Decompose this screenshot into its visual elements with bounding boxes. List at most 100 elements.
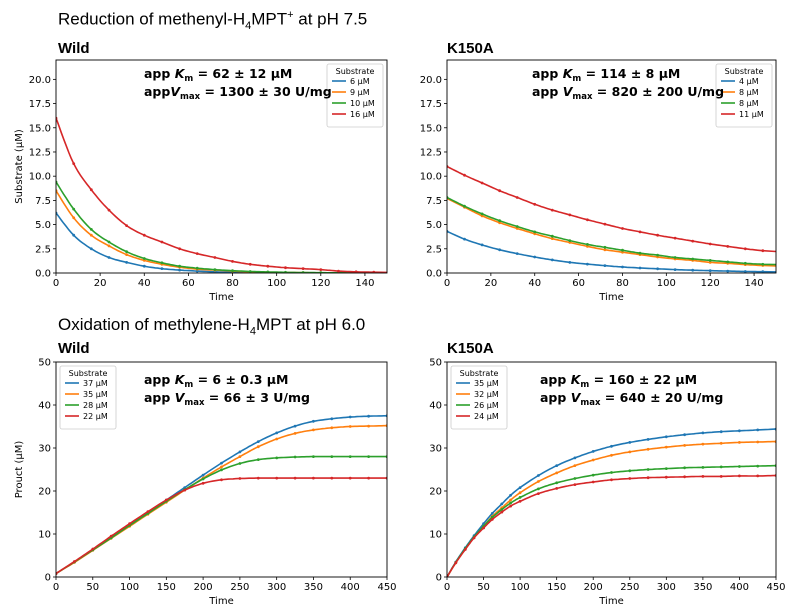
series-line (447, 464, 776, 577)
data-point (275, 456, 279, 460)
y-tick-label: 7.5 (426, 196, 442, 207)
data-point (515, 227, 519, 230)
data-point (160, 267, 164, 270)
data-point (568, 261, 572, 264)
x-tick-label: 20 (94, 278, 107, 289)
data-point (275, 437, 279, 441)
data-point (719, 430, 723, 434)
data-point (107, 256, 111, 259)
data-point (500, 502, 504, 506)
data-point (603, 245, 607, 249)
data-point (183, 488, 187, 492)
data-point (72, 162, 76, 166)
plot-frame (446, 59, 777, 274)
data-point (509, 504, 512, 508)
panel-title-wild-reduction: Wild (58, 40, 90, 57)
data-point (293, 424, 297, 428)
data-point (312, 476, 315, 480)
annotation-vmax: app Vmax = 820 ± 200 U/mg (532, 84, 724, 102)
legend-entry: 6 μM (350, 77, 370, 86)
data-point (337, 269, 340, 273)
data-point (743, 261, 747, 265)
data-point (573, 456, 577, 460)
data-point (603, 264, 607, 267)
data-point (738, 465, 741, 468)
data-point (726, 260, 730, 264)
legend-entry: 22 μM (83, 412, 108, 421)
annotation-km: app Km = 114 ± 8 μM (532, 66, 680, 84)
data-point (454, 561, 458, 565)
data-point (146, 510, 150, 513)
data-point (275, 431, 279, 435)
data-point (573, 477, 577, 480)
data-point (201, 481, 205, 485)
data-point (72, 207, 76, 211)
data-point (72, 233, 76, 237)
plot-area (56, 414, 387, 575)
y-tick-label: 17.5 (420, 99, 442, 110)
data-point (673, 268, 677, 271)
data-point (330, 476, 334, 480)
data-point (673, 256, 677, 259)
data-point (107, 244, 111, 248)
legend-box (59, 365, 117, 430)
x-tick-label: 0 (444, 278, 450, 289)
data-point (73, 560, 76, 563)
x-tick-label: 450 (377, 582, 396, 593)
data-point (490, 518, 494, 521)
data-point (482, 526, 485, 530)
y-tick-label: 12.5 (29, 147, 51, 158)
y-axis-label: Prouct (μM) (14, 441, 25, 499)
data-point (220, 465, 223, 469)
data-point (726, 269, 730, 273)
data-point (537, 480, 540, 483)
data-point (756, 440, 760, 444)
x-tick-label: 300 (267, 582, 286, 593)
data-point (248, 270, 252, 273)
y-tick-label: 15.0 (29, 123, 51, 134)
plot-area (447, 427, 776, 577)
data-point (726, 245, 730, 248)
data-point (498, 248, 501, 252)
y-tick-label: 40 (38, 401, 51, 412)
data-point (293, 432, 297, 435)
data-point (664, 467, 668, 470)
x-tick-label: 100 (657, 278, 676, 289)
data-point (367, 455, 370, 458)
data-point (284, 270, 287, 273)
y-tick-label: 40 (429, 401, 442, 412)
y-tick-label: 0 (436, 573, 442, 584)
data-point (293, 455, 297, 459)
data-point (591, 480, 595, 484)
data-point (330, 417, 334, 421)
data-point (275, 476, 279, 480)
legend-entry: 16 μM (350, 110, 375, 119)
data-point (293, 476, 297, 480)
y-tick-label: 2.5 (426, 244, 442, 255)
annotation-vmax: app Vmax = 640 ± 20 U/mg (540, 390, 723, 408)
data-point (756, 474, 760, 478)
data-point (509, 501, 512, 505)
data-point (178, 268, 182, 272)
data-point (756, 464, 760, 468)
annotation-km: app Km = 62 ± 12 μM (144, 66, 292, 84)
data-point (354, 270, 358, 273)
x-tick-label: 60 (182, 278, 195, 289)
data-point (708, 269, 712, 273)
x-tick-label: 120 (311, 278, 330, 289)
x-tick-label: 250 (620, 582, 639, 593)
data-point (231, 269, 234, 273)
data-point (301, 267, 305, 270)
data-point (586, 245, 589, 248)
x-tick-label: 400 (730, 582, 749, 593)
y-tick-label: 10 (429, 530, 442, 541)
y-tick-label: 17.5 (29, 99, 51, 110)
legend-box (715, 63, 773, 128)
data-point (586, 262, 589, 266)
data-point (372, 270, 376, 273)
data-point (537, 492, 540, 495)
data-point (533, 255, 537, 259)
data-point (367, 414, 370, 418)
